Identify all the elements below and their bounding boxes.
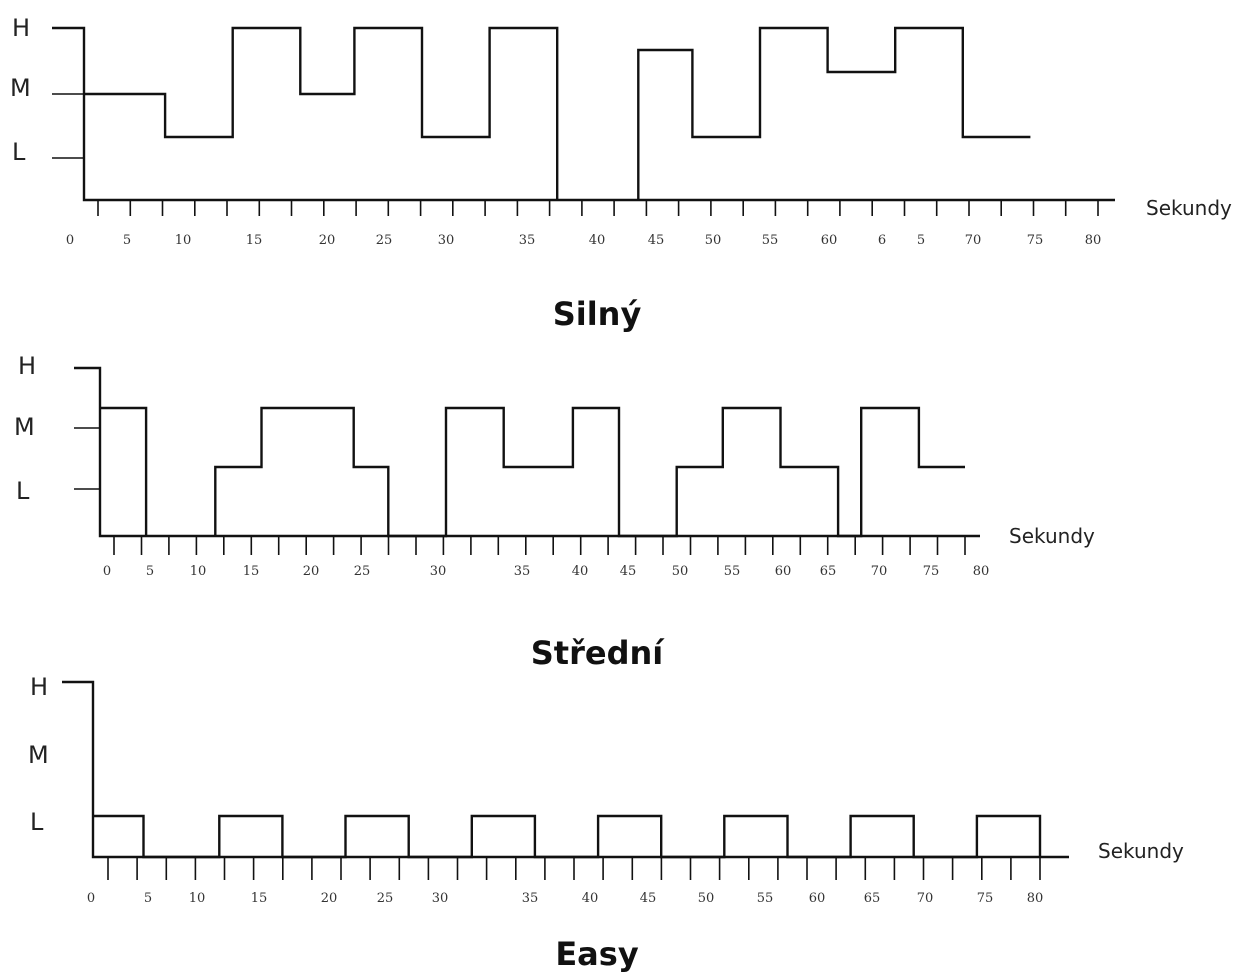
x-tick-label: 70: [917, 891, 934, 906]
x-tick-label: 10: [189, 891, 206, 906]
x-tick-label: 45: [648, 233, 665, 248]
x-tick-label: 6: [878, 233, 886, 248]
level-label-m: M: [28, 741, 49, 769]
level-label-l: L: [16, 477, 30, 505]
x-tick-label: 0: [87, 891, 95, 906]
x-tick-label: 60: [821, 233, 838, 248]
level-label-m: M: [14, 413, 35, 441]
level-label-l: L: [30, 808, 44, 836]
series-line-1: [100, 406, 148, 536]
x-tick-label: 30: [438, 233, 455, 248]
x-tick-label: 25: [354, 564, 371, 579]
x-ticks: [107, 857, 1041, 880]
x-tick-label: 65: [820, 564, 837, 579]
x-tick-label: 45: [640, 891, 657, 906]
x-tick-label: 25: [376, 233, 393, 248]
x-tick-label: 80: [973, 564, 990, 579]
x-tick-label: 0: [66, 233, 74, 248]
x-ticks: [113, 536, 966, 555]
x-tick-label: 45: [620, 564, 637, 579]
x-tick-label: 70: [871, 564, 888, 579]
x-tick-label: 30: [432, 891, 449, 906]
x-tick-label: 55: [757, 891, 774, 906]
x-tick-label: 50: [672, 564, 689, 579]
x-tick-label: 35: [514, 564, 531, 579]
chart-easy: H M L 0 5 10 15 20 25 30 35 40 45 50 55 60 65 70 75 80 S…: [28, 673, 1184, 973]
x-tick-label: 10: [175, 233, 192, 248]
x-axis-label: Sekundy: [1146, 196, 1232, 220]
x-tick-label: 55: [762, 233, 779, 248]
x-tick-label: 50: [705, 233, 722, 248]
x-tick-label: 20: [319, 233, 336, 248]
series-line-2: [637, 26, 1031, 200]
x-tick-label: 60: [775, 564, 792, 579]
x-tick-label: 15: [246, 233, 263, 248]
x-tick-labels: 0 5 10 15 20 25 30 35 40 45 50 55 60 65 70 75 80: [103, 564, 989, 579]
x-tick-label: 35: [519, 233, 536, 248]
x-tick-label: 35: [522, 891, 539, 906]
x-tick-label: 80: [1085, 233, 1102, 248]
x-tick-labels: 0 5 10 15 20 25 30 35 40 45 50 55 60 65 70 75 80: [87, 891, 1043, 906]
x-tick-label: 50: [698, 891, 715, 906]
y-axis: [74, 366, 980, 538]
x-tick-label: 5: [146, 564, 154, 579]
chart-title: Střední: [531, 634, 666, 672]
chart-silny: H M L 0 5 10 15 20 25 30 35 40 45 50 55 60 6 5 70 75 80 S…: [10, 14, 1232, 333]
x-tick-label: 5: [144, 891, 152, 906]
y-axis: [52, 26, 1115, 202]
x-tick-label: 40: [582, 891, 599, 906]
x-ticks: [97, 200, 1099, 216]
x-tick-label: 5: [917, 233, 925, 248]
x-tick-label: 75: [977, 891, 994, 906]
x-tick-label: 40: [572, 564, 589, 579]
x-tick-label: 60: [809, 891, 826, 906]
x-tick-label: 30: [430, 564, 447, 579]
series-line-1: [93, 814, 1042, 859]
chart-title: Easy: [555, 935, 639, 973]
x-tick-label: 75: [1027, 233, 1044, 248]
x-tick-label: 75: [923, 564, 940, 579]
level-label-h: H: [30, 673, 48, 701]
x-tick-label: 5: [123, 233, 131, 248]
x-tick-label: 15: [243, 564, 260, 579]
level-label-l: L: [12, 138, 26, 166]
chart-stredni: H M L 0 5 10 15 20 25 30 35 40 45 50 55 60 65 70 75 80 S…: [14, 352, 1095, 672]
x-tick-label: 20: [321, 891, 338, 906]
y-axis: [62, 680, 1069, 859]
x-tick-label: 15: [251, 891, 268, 906]
level-label-m: M: [10, 74, 31, 102]
level-label-h: H: [18, 352, 36, 380]
x-tick-label: 0: [103, 564, 111, 579]
chart-title: Silný: [553, 295, 642, 333]
x-tick-label: 20: [303, 564, 320, 579]
x-tick-label: 55: [724, 564, 741, 579]
x-tick-label: 80: [1027, 891, 1044, 906]
x-tick-label: 65: [864, 891, 881, 906]
x-tick-label: 40: [589, 233, 606, 248]
x-tick-label: 70: [965, 233, 982, 248]
x-tick-label: 25: [377, 891, 394, 906]
series-line-2: [214, 406, 965, 538]
series-line-1: [84, 26, 559, 200]
x-tick-label: 10: [190, 564, 207, 579]
level-label-h: H: [12, 14, 30, 42]
x-axis-label: Sekundy: [1098, 839, 1184, 863]
x-axis-label: Sekundy: [1009, 524, 1095, 548]
